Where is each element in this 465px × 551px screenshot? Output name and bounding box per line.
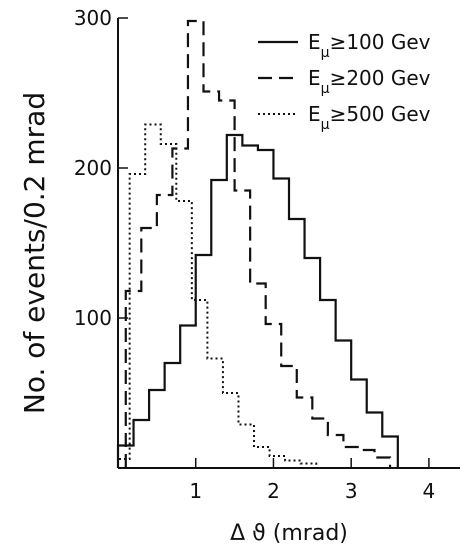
y-axis-title: No. of events/0.2 mrad <box>18 92 51 414</box>
x-axis-theta: ϑ <box>252 521 266 546</box>
legend-label-3: Eμ≥500 Gev <box>308 102 431 133</box>
y-tick-label: 300 <box>74 6 112 30</box>
legend-text-main: E <box>308 66 321 90</box>
legend-text-main: E <box>308 30 321 54</box>
series-line-2 <box>124 19 392 468</box>
legend-text-rest: ≥100 Gev <box>330 30 431 54</box>
legend-text-main: E <box>308 102 321 126</box>
x-tick-label: 1 <box>189 479 202 503</box>
series-line-3 <box>117 123 318 468</box>
y-tick-label: 200 <box>74 156 112 180</box>
legend-text-rest: ≥500 Gev <box>330 102 431 126</box>
x-tick-label: 4 <box>423 479 436 503</box>
legend-text-subscript: μ <box>321 81 330 97</box>
legend-label-1: Eμ≥100 Gev <box>308 30 431 61</box>
legend-text-rest: ≥200 Gev <box>330 66 431 90</box>
x-tick-label: 2 <box>267 479 280 503</box>
ticks-group: 1 2 3 4 100 200 300 <box>74 6 435 503</box>
legend-text-subscript: μ <box>321 45 330 61</box>
x-axis-title: Δ ϑ (mrad) <box>230 521 348 546</box>
legend-label-2: Eμ≥200 Gev <box>308 66 431 97</box>
legend-text-subscript: μ <box>321 117 330 133</box>
axes-group <box>117 18 460 469</box>
series-line-1 <box>116 133 399 468</box>
series-group <box>116 19 399 468</box>
x-axis-unit: (mrad) <box>273 521 348 546</box>
y-tick-label: 100 <box>74 306 112 330</box>
x-axis-delta: Δ <box>230 521 245 546</box>
x-tick-label: 3 <box>345 479 358 503</box>
